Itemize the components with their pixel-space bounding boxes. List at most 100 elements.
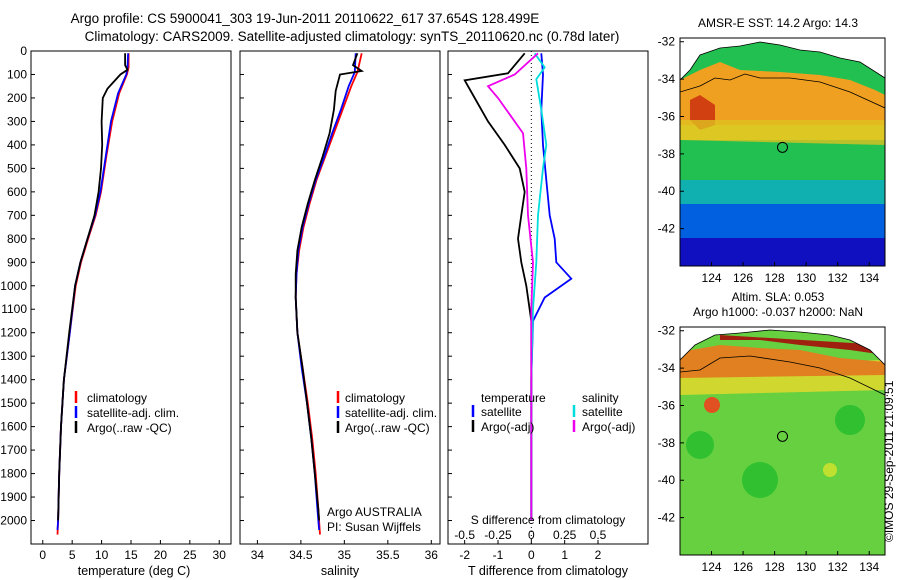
s-diff-tick-label: 0.25 [553,528,577,542]
map-y-tick-label: -32 [658,35,676,49]
sst-map-frame [679,37,886,267]
sla-anomaly-red [704,397,720,413]
series-line-satellite-adj-clim- [294,53,357,530]
map-x-tick-label: 124 [702,271,722,285]
sla-land [680,327,885,365]
depth-tick-label: 400 [7,138,27,152]
x-tick-label: 1 [561,548,568,562]
depth-tick-label: 800 [7,232,27,246]
sst-band-light-orange [680,120,885,145]
x-tick-label: 15 [124,548,138,562]
depth-tick-label: 1200 [0,326,27,340]
sst-depth-contour [680,73,885,109]
map-x-tick-label: 134 [859,271,879,285]
difference-panel-frame [447,50,649,545]
sla-anomaly-green-2 [742,462,778,498]
sst-land [680,38,885,80]
map-y-tick-label: -36 [658,109,676,123]
salinity-difference-ticks: -0.5-0.2500.250.5 [454,528,606,542]
sst-y-ticks: -32 -34 -36 -38 -40 -42 [658,35,684,236]
map-y-tick-label: -40 [658,184,676,198]
legend-label-t-argo: Argo(-adj) [481,420,534,434]
depth-tick-label: 1800 [0,467,27,481]
depth-tick-label: 1600 [0,420,27,434]
x-tick-label: 10 [95,548,109,562]
difference-x-ticks: -2 -1 0 1 2 [459,540,602,562]
x-tick-label: 34 [251,548,265,562]
map-x-tick-label: 130 [796,560,816,574]
map-y-tick-label: -42 [658,222,676,236]
depth-tick-label: 1100 [1,302,27,316]
x-tick-label: 2 [595,548,602,562]
figure-title-line1: Argo profile: CS 5900041_303 19-Jun-2011… [71,11,540,26]
map-y-tick-label: -34 [658,72,676,86]
legend-label-argo: Argo(..raw -QC) [345,421,430,435]
legend-header-salinity: salinity [582,391,619,405]
depth-tick-label: 2000 [0,514,27,528]
depth-tick-label: 200 [7,91,27,105]
legend-label-argo: Argo(..raw -QC) [87,421,172,435]
temperature-panel-frame [30,50,232,545]
map-y-tick-label: -38 [658,436,676,450]
depth-tick-label: 700 [7,208,27,222]
difference-legend: temperature satellite Argo(-adj) salinit… [471,391,635,434]
depth-tick-label: 900 [7,255,27,269]
map-x-tick-label: 124 [702,560,722,574]
sla-band-orange [680,345,885,378]
figure-title-line2: Climatology: CARS2009. Satellite-adjuste… [85,29,620,44]
depth-tick-label: 1900 [0,490,27,504]
map-x-tick-label: 128 [765,271,785,285]
map-y-tick-label: -42 [658,511,676,525]
depth-tick-label: 0 [20,44,27,58]
map-y-tick-label: -38 [658,147,676,161]
legend-label-satellite: satellite-adj. clim. [345,406,437,420]
s-diff-tick-label: -0.25 [484,528,512,542]
sla-x-ticks: 124 126 128 130 132 134 [702,551,880,574]
sst-coastline [680,41,885,81]
salinity-legend: climatology satellite-adj. clim. Argo(..… [336,391,437,435]
depth-tick-label: 1300 [0,349,27,363]
x-tick-label: 25 [183,548,197,562]
depth-tick-label: 1500 [0,396,27,410]
sst-float-marker [777,141,788,153]
s-diff-tick-label: -0.5 [454,528,475,542]
sla-map-title-line2: Argo h1000: -0.037 h2000: NaN [693,305,863,319]
sla-anomaly-green-3 [835,405,865,435]
sla-float-marker [777,430,788,442]
x-tick-label: 0 [39,548,46,562]
sst-x-ticks: 124 126 128 130 132 134 [702,262,880,285]
map-x-tick-label: 134 [859,560,879,574]
x-tick-label: 34.5 [289,548,313,562]
sla-map-title-line1: Altim. SLA: 0.053 [732,290,825,304]
legend-label-climatology: climatology [87,391,147,405]
depth-tick-label: 600 [7,185,27,199]
x-tick-label: 35.5 [376,548,400,562]
map-x-tick-label: 126 [733,560,753,574]
sst-band-deep-blue [680,238,885,266]
salinity-x-ticks: 34 34.5 35 35.5 36 [251,540,439,562]
difference-x-label-top: S difference from climatology [471,513,626,527]
x-tick-label: 36 [425,548,439,562]
x-tick-label: 0 [528,548,535,562]
map-x-tick-label: 130 [796,271,816,285]
depth-tick-label: 100 [7,67,27,81]
depth-axis: 0 100 200 300 400 500 600 700 800 900 1000 1100 1200… [0,44,452,528]
depth-tick-label: 1700 [0,443,27,457]
series-line-s-argo-adj- [486,52,539,521]
depth-tick-label: 500 [7,161,27,175]
temperature-series-group [56,53,130,535]
temperature-legend: climatology satellite-adj. clim. Argo(..… [74,391,179,435]
sla-coastline [680,329,885,366]
salinity-series-group [294,52,365,535]
difference-series-group [463,52,573,521]
x-tick-label: 35 [338,548,352,562]
map-x-tick-label: 128 [765,560,785,574]
temperature-x-ticks: 0 5 10 15 20 25 30 [39,540,226,562]
series-line-argo-raw-qc- [57,53,129,521]
map-x-tick-label: 126 [733,271,753,285]
series-line-s-satellite [530,52,548,521]
series-line-climatology [56,53,130,535]
x-tick-label: -1 [493,548,504,562]
x-tick-label: 30 [213,548,227,562]
series-line-satellite-adj-clim- [56,53,129,530]
